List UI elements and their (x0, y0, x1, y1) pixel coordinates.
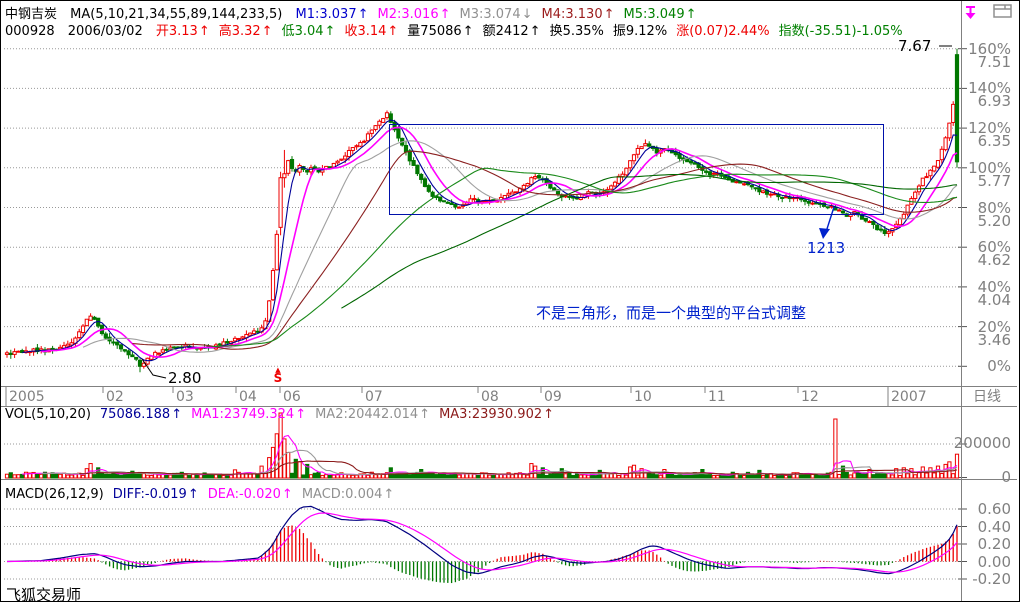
up-arrow-icon: ↑ (281, 487, 293, 502)
quote-fields: 开3.13↑ 高3.32↑ 低3.04↑ 收3.14↑ 量75086↑ 额2412↑ 换5.… (156, 24, 912, 39)
up-arrow-icon: ↑ (187, 487, 199, 502)
up-arrow-icon: ↑ (198, 24, 210, 39)
vol-header-seg-0: VOL(5,10,20) (5, 407, 91, 422)
anchor-icon[interactable] (962, 3, 979, 24)
macd-header-seg-1: DIFF:-0.019↑ (112, 487, 199, 502)
up-arrow-icon: ↑ (685, 7, 697, 22)
quote-field-index: 指数(-35.51)-1.05% (778, 24, 903, 39)
volume-layer (4, 412, 960, 479)
macd-header-seg-0: MACD(26,12,9) (5, 487, 104, 502)
volume-ma-10 (41, 449, 958, 476)
ma-value-3: M3:3.074↓ (459, 7, 533, 22)
ma-value-1: M1:3.037↑ (295, 7, 369, 22)
macd-header-seg-3: MACD:0.004↑ (301, 487, 395, 502)
price-ma-10 (41, 126, 958, 358)
vol-header-seg-2: MA1:23749.324↑ (191, 407, 307, 422)
quote-date: 2006/03/02 (67, 24, 143, 39)
up-arrow-icon: ↑ (603, 7, 615, 22)
signal-triangle-icon: ▲ (275, 366, 281, 374)
ma-value-2: M2:3.016↑ (377, 7, 451, 22)
header-line-2: 000928 2006/03/02 开3.13↑ 高3.32↑ 低3.04↑ 收3.1… (5, 20, 912, 39)
macd-dea-line (7, 512, 958, 573)
up-arrow-icon: ↑ (419, 407, 431, 422)
ma-values: M1:3.037↑ M2:3.016↑ M3:3.074↓ M4:3.130↑ M5:3… (296, 7, 706, 22)
volume-pane-header: VOL(5,10,20) 75086.188↑ MA1:23749.324↑ MA2:… (5, 407, 563, 422)
break-count-label: 1213 (807, 239, 846, 257)
macd-pane-header: MACD(26,12,9) DIFF:-0.019↑ DEA:-0.020↑ MACD… (5, 487, 403, 502)
up-arrow-icon: ↑ (324, 24, 336, 39)
ma-value-4: M4:3.130↑ (541, 7, 615, 22)
vol-header-seg-3: MA2:20442.014↑ (315, 407, 431, 422)
quote-field-open: 开3.13↑ (155, 24, 210, 39)
quote-field-low: 低3.04↑ (281, 24, 336, 39)
low-price-label: 2.80 (168, 369, 202, 387)
up-arrow-icon: ↑ (357, 7, 369, 22)
macd-header-seg-2: DEA:-0.020↑ (207, 487, 293, 502)
up-arrow-icon: ↑ (261, 24, 273, 39)
candles-layer (4, 48, 960, 373)
up-arrow-icon: ↑ (171, 407, 183, 422)
annotation-lines-layer (141, 45, 952, 379)
platform-box-annotation (389, 124, 884, 215)
volume-ma-20 (79, 460, 958, 475)
quote-field-volume: 量75086↑ (407, 24, 474, 39)
quote-field-amplitude: 振9.12% (612, 24, 668, 39)
up-arrow-icon: ↑ (462, 24, 474, 39)
down-arrow-icon: ↓ (521, 7, 533, 22)
price-ma-34 (132, 150, 958, 350)
platform-note: 不是三角形，而是一个典型的平台式调整 (536, 304, 807, 322)
signal-marker: ▲ S (270, 366, 286, 385)
stock-code: 000928 (5, 24, 55, 39)
up-arrow-icon: ↑ (387, 24, 399, 39)
up-arrow-icon: ↑ (295, 407, 307, 422)
up-arrow-icon: ↑ (383, 487, 395, 502)
up-arrow-icon: ↑ (543, 407, 555, 422)
quote-field-change: 涨(0.07)2.44% (676, 24, 770, 39)
header-line-1: 中钢吉炭 MA(5,10,21,34,55,89,144,233,5) M1:3… (5, 3, 706, 22)
ma-value-5: M5:3.049↑ (623, 7, 697, 22)
price-ma-5 (22, 119, 958, 362)
quote-field-close: 收3.14↑ (344, 24, 399, 39)
signal-letter: S (273, 371, 283, 385)
quote-field-high: 高3.32↑ (218, 24, 273, 39)
up-arrow-icon: ↑ (439, 7, 451, 22)
ma-formula: MA(5,10,21,34,55,89,144,233,5) (70, 7, 283, 22)
macd-diff-line (6, 505, 958, 575)
volume-ma-5 (22, 434, 958, 476)
high-price-label: 7.67 (898, 37, 932, 55)
price-ma-55 (212, 167, 958, 348)
price-ma-89 (341, 173, 958, 309)
vol-header-seg-1: 75086.188↑ (99, 407, 183, 422)
ma-lines-layer (22, 119, 958, 362)
price-ma-21 (82, 140, 958, 353)
macd-layer (6, 505, 958, 584)
stock-name: 中钢吉炭 (5, 7, 58, 22)
app-brand-label: 飞狐交易师 (6, 586, 82, 602)
restore-window-icon[interactable] (993, 4, 1013, 23)
quote-field-amount: 额2412↑ (482, 24, 541, 39)
up-arrow-icon: ↑ (529, 24, 541, 39)
vol-header-seg-4: MA3:23930.902↑ (439, 407, 555, 422)
quote-field-turnover: 换5.35% (549, 24, 604, 39)
